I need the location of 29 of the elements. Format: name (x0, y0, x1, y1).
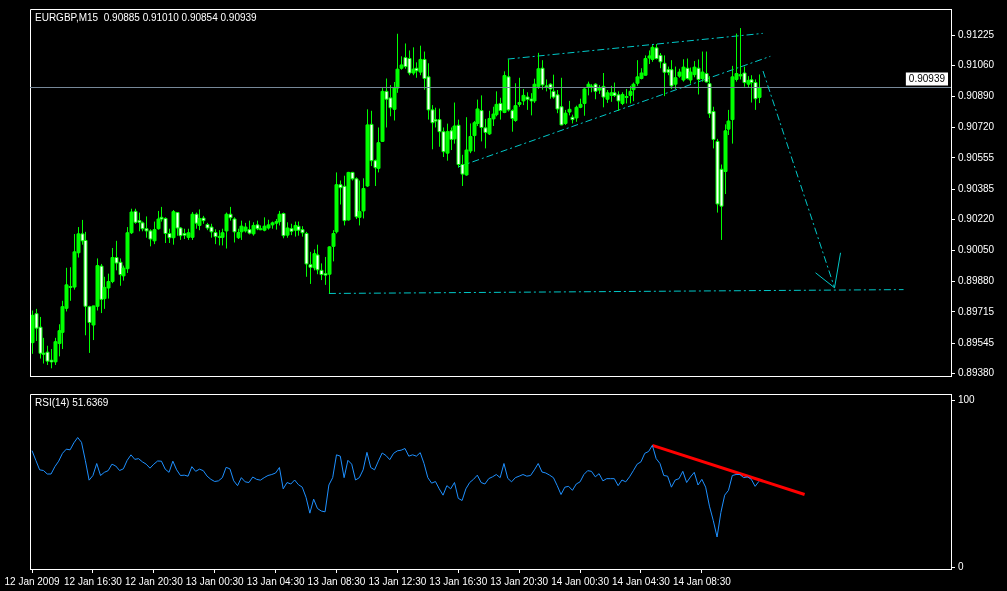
y-tick-label: 100 (958, 394, 976, 406)
x-tick-label: 12 Jan 2009 (4, 575, 60, 587)
y-tick-label: 0.90720 (958, 121, 995, 133)
x-tick-label: 14 Jan 00:30 (551, 575, 610, 587)
x-tick-label: 13 Jan 00:30 (185, 575, 245, 587)
x-tick-label: 12 Jan 20:30 (124, 575, 184, 587)
y-tick-label: 0.89715 (958, 305, 995, 317)
chart-title: RSI(14) 51.6369 (35, 396, 109, 408)
y-tick-label: 0.91225 (958, 28, 995, 40)
y-tick-label: 0.89380 (958, 367, 995, 379)
y-tick-label: 0.90220 (958, 213, 995, 225)
chart-title: EURGBP,M15 0.90885 0.91010 0.90854 0.90939 (35, 11, 258, 23)
y-tick-label: 0.90890 (958, 90, 995, 102)
y-tick-label: 0 (958, 561, 964, 573)
x-tick-label: 12 Jan 16:30 (64, 575, 123, 587)
y-tick-label: 0.89545 (958, 336, 995, 348)
x-tick-label: 14 Jan 08:30 (672, 575, 732, 587)
y-tick-label: 0.91060 (958, 59, 995, 71)
y-tick-label: 0.89880 (958, 275, 995, 287)
ref-line-label: 0.90939 (908, 73, 946, 85)
x-tick-label: 13 Jan 20:30 (490, 575, 549, 587)
x-tick-label: 13 Jan 08:30 (307, 575, 366, 587)
y-tick-label: 0.90385 (958, 182, 995, 194)
y-tick-label: 0.90050 (958, 244, 995, 256)
x-tick-label: 13 Jan 12:30 (368, 575, 427, 587)
x-tick-label: 14 Jan 04:30 (612, 575, 671, 587)
x-tick-label: 13 Jan 04:30 (246, 575, 305, 587)
y-tick-label: 0.90555 (958, 151, 995, 163)
x-tick-label: 13 Jan 16:30 (429, 575, 488, 587)
